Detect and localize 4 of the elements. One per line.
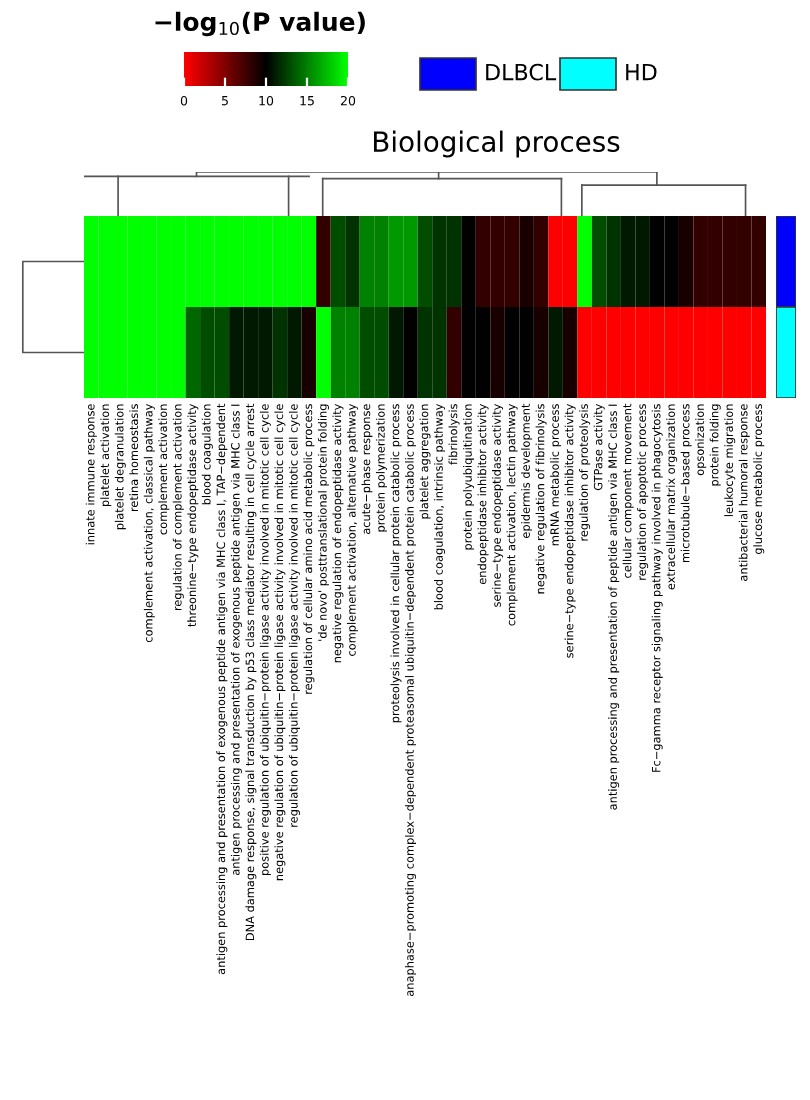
color-bar-title: −log$_{10}$(P value) [155,11,365,37]
chart-title: Biological process [374,130,620,158]
text: HD [626,63,657,81]
text: DLBCL [486,63,557,81]
